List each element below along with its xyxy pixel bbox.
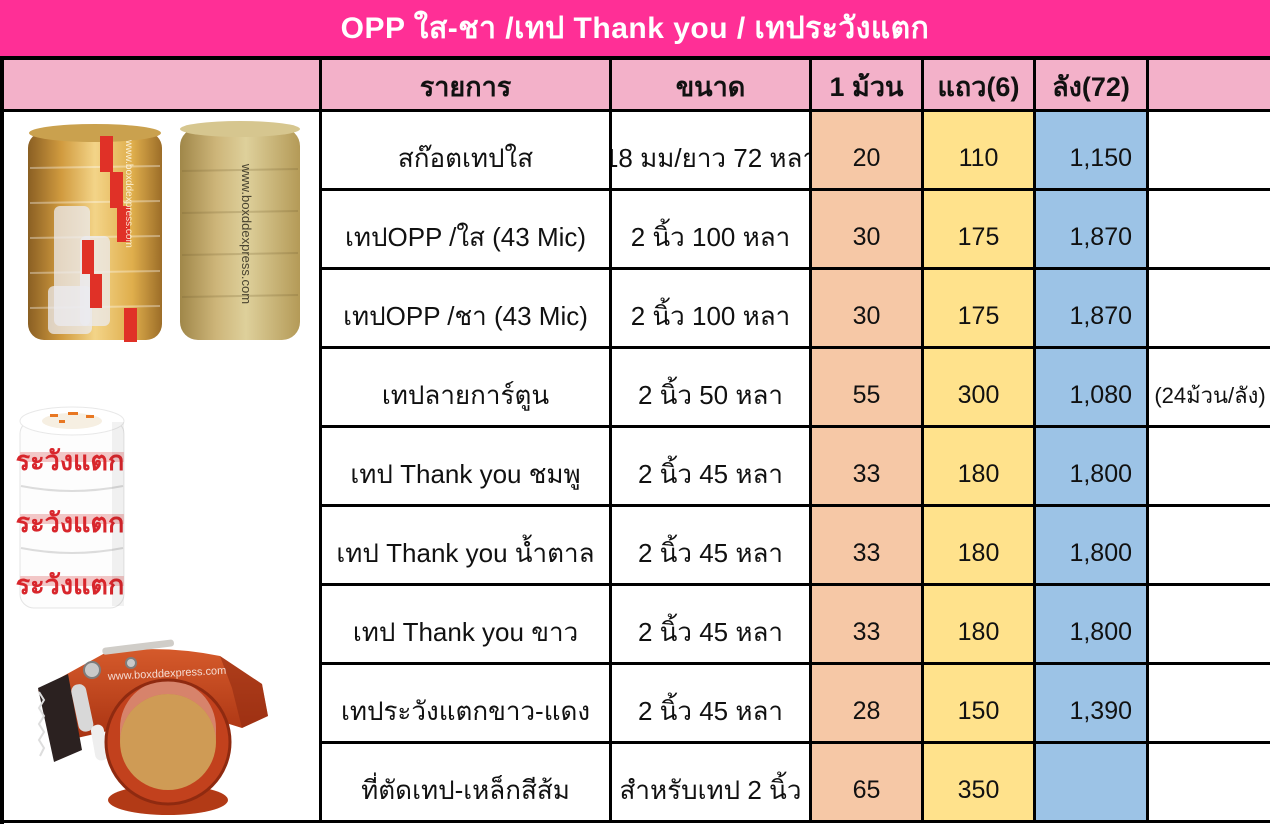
note-cell <box>1149 191 1270 270</box>
tape-rolls-watermark-left: www.boxddexpress.com <box>123 139 134 248</box>
note-cell <box>1149 665 1270 744</box>
price-carton-cell: 1,080 <box>1036 349 1149 428</box>
header-cell-note <box>1149 60 1270 112</box>
price-roll-cell: 30 <box>812 270 924 349</box>
price-carton-cell: 1,150 <box>1036 112 1149 191</box>
fragile-text-2: ระวังแตก <box>16 508 125 538</box>
price-carton-cell: 1,800 <box>1036 586 1149 665</box>
header-cell-item: รายการ <box>322 60 612 112</box>
header-cell-photos <box>4 60 322 112</box>
price-roll-cell: 65 <box>812 744 924 823</box>
price-roll-cell: 30 <box>812 191 924 270</box>
price-table: รายการ ขนาด 1 ม้วน แถว(6) ลัง(72) <box>0 60 1270 824</box>
note-cell <box>1149 507 1270 586</box>
page-title: OPP ใส-ชา /เทป Thank you / เทประวังแตก <box>0 0 1270 60</box>
note-cell <box>1149 270 1270 349</box>
note-cell <box>1149 428 1270 507</box>
price-row6-cell: 110 <box>924 112 1036 191</box>
product-photo-tape-rolls: www.boxddexpress.com www.boxddexpress.co… <box>28 121 300 342</box>
note-cell <box>1149 112 1270 191</box>
tape-rolls-watermark-right: www.boxddexpress.com <box>239 163 254 304</box>
price-row6-cell: 175 <box>924 191 1036 270</box>
product-photos-cell: www.boxddexpress.com www.boxddexpress.co… <box>4 112 322 823</box>
price-roll-cell: 33 <box>812 507 924 586</box>
note-cell <box>1149 744 1270 823</box>
price-roll-cell: 33 <box>812 428 924 507</box>
item-cell: เทปลายการ์ตูน <box>322 349 612 428</box>
price-carton-cell: 1,800 <box>1036 428 1149 507</box>
price-row6-cell: 180 <box>924 428 1036 507</box>
header-cell-size: ขนาด <box>612 60 812 112</box>
fragile-text-1: ระวังแตก <box>16 446 125 476</box>
size-cell: 2 นิ้ว 45 หลา <box>612 586 812 665</box>
price-roll-cell: 20 <box>812 112 924 191</box>
price-row6-cell: 300 <box>924 349 1036 428</box>
item-cell: เทปOPP /ชา (43 Mic) <box>322 270 612 349</box>
size-cell: 2 นิ้ว 45 หลา <box>612 665 812 744</box>
item-cell: เทป Thank you ขาว <box>322 586 612 665</box>
note-cell: (24ม้วน/ลัง) <box>1149 349 1270 428</box>
size-cell: 18 มม/ยาว 72 หลา <box>612 112 812 191</box>
note-cell <box>1149 586 1270 665</box>
product-photo-tape-dispenser: www.boxddexpress.com <box>37 639 268 815</box>
price-roll-cell: 33 <box>812 586 924 665</box>
price-carton-cell: 1,870 <box>1036 191 1149 270</box>
fragile-text-3: ระวังแตก <box>16 570 125 600</box>
header-cell-roll: 1 ม้วน <box>812 60 924 112</box>
price-roll-cell: 28 <box>812 665 924 744</box>
item-cell: เทประวังแตกขาว-แดง <box>322 665 612 744</box>
item-cell: สก๊อตเทปใส <box>322 112 612 191</box>
size-cell: 2 นิ้ว 100 หลา <box>612 191 812 270</box>
header-cell-row6: แถว(6) <box>924 60 1036 112</box>
price-row6-cell: 350 <box>924 744 1036 823</box>
price-carton-cell: 1,870 <box>1036 270 1149 349</box>
size-cell: 2 นิ้ว 45 หลา <box>612 428 812 507</box>
price-carton-cell: 1,800 <box>1036 507 1149 586</box>
product-photo-fragile-tape: ระวังแตก ระวังแตก ระวังแตก <box>16 406 125 609</box>
price-row6-cell: 150 <box>924 665 1036 744</box>
size-cell: 2 นิ้ว 45 หลา <box>612 507 812 586</box>
price-carton-cell <box>1036 744 1149 823</box>
price-row6-cell: 180 <box>924 507 1036 586</box>
header-cell-carton: ลัง(72) <box>1036 60 1149 112</box>
size-cell: สำหรับเทป 2 นิ้ว <box>612 744 812 823</box>
price-row6-cell: 180 <box>924 586 1036 665</box>
size-cell: 2 นิ้ว 50 หลา <box>612 349 812 428</box>
size-cell: 2 นิ้ว 100 หลา <box>612 270 812 349</box>
item-cell: เทป Thank you ชมพู <box>322 428 612 507</box>
price-roll-cell: 55 <box>812 349 924 428</box>
item-cell: ที่ตัดเทป-เหล็กสีส้ม <box>322 744 612 823</box>
price-row6-cell: 175 <box>924 270 1036 349</box>
item-cell: เทปOPP /ใส (43 Mic) <box>322 191 612 270</box>
item-cell: เทป Thank you น้ำตาล <box>322 507 612 586</box>
price-carton-cell: 1,390 <box>1036 665 1149 744</box>
